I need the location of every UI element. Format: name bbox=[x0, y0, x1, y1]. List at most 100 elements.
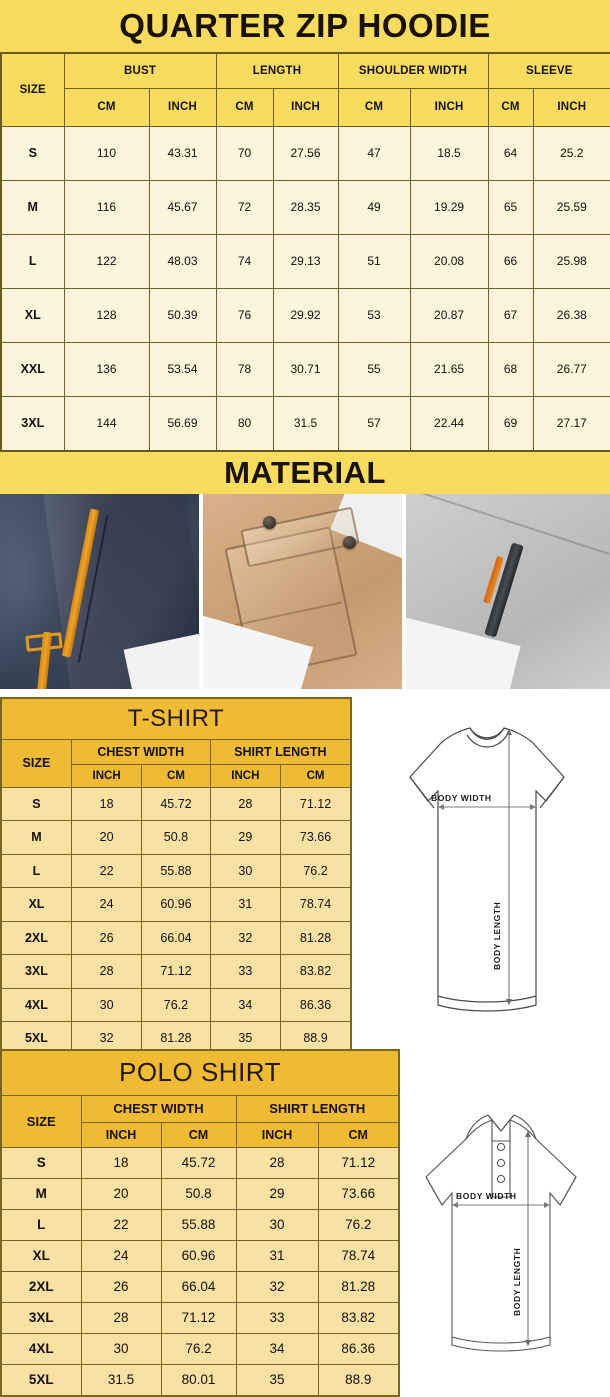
tshirt-length-cm: 71.12 bbox=[280, 786, 352, 821]
hoodie-length-inch: 29.13 bbox=[272, 233, 339, 289]
polo-chest-cm: 60.96 bbox=[160, 1239, 237, 1272]
hoodie-bust-cm: 144 bbox=[63, 395, 150, 451]
hoodie-group-shoulder-width: SHOULDER WIDTH bbox=[337, 52, 489, 89]
hoodie-length-inch: 29.92 bbox=[272, 287, 339, 343]
tshirt-chest-inch: 18 bbox=[70, 786, 143, 821]
hoodie-shoulder-cm: 49 bbox=[337, 179, 411, 235]
hoodie-shoulder-cm: 51 bbox=[337, 233, 411, 289]
polo-size-table: POLO SHIRT SIZE CHEST WIDTH SHIRT LENGTH… bbox=[0, 1048, 400, 1397]
polo-length-inch: 35 bbox=[235, 1363, 319, 1396]
polo-title: POLO SHIRT bbox=[0, 1049, 400, 1096]
hoodie-bust-inch: 43.31 bbox=[148, 125, 217, 181]
hoodie-bust-inch: 48.03 bbox=[148, 233, 217, 289]
hoodie-sleeve-cm: 66 bbox=[487, 233, 534, 289]
tshirt-chest-inch: 22 bbox=[70, 853, 143, 888]
tshirt-chest-inch: 20 bbox=[70, 820, 143, 855]
tshirt-length-inch: 31 bbox=[209, 887, 282, 922]
table-row: 2XL 26 66.04 32 81.28 bbox=[0, 1270, 400, 1303]
polo-length-inch: 31 bbox=[235, 1239, 319, 1272]
section-spacer bbox=[0, 688, 610, 697]
hoodie-length-inch: 30.71 bbox=[272, 341, 339, 397]
hoodie-sleeve-inch: 25.59 bbox=[532, 179, 610, 235]
grey-background-corner bbox=[406, 614, 521, 689]
hoodie-sleeve-cm: 69 bbox=[487, 395, 534, 451]
tshirt-chest-cm: 66.04 bbox=[141, 920, 211, 955]
polo-length-inch: 28 bbox=[235, 1146, 319, 1179]
tshirt-chest-inch: 24 bbox=[70, 887, 143, 922]
table-row: L 122 48.03 74 29.13 51 20.08 66 25.98 bbox=[0, 233, 610, 289]
hoodie-row-size: M bbox=[0, 179, 65, 235]
polo-chest-inch: 22 bbox=[80, 1208, 162, 1241]
grey-sweatshirt-pen-pocket-photo bbox=[406, 493, 610, 689]
polo-length-cm: 88.9 bbox=[317, 1363, 400, 1396]
hoodie-group-header-row: SIZE BUST LENGTH SHOULDER WIDTH SLEEVE bbox=[0, 52, 610, 127]
tshirt-row-size: 3XL bbox=[0, 954, 72, 989]
polo-length-cm: 83.82 bbox=[317, 1301, 400, 1334]
tshirt-row-size: XL bbox=[0, 887, 72, 922]
tshirt-unit-chest-cm: CM bbox=[141, 763, 211, 788]
polo-length-cm: 73.66 bbox=[317, 1177, 400, 1210]
hoodie-unit-header-row: CM INCH CM INCH CM INCH CM INCH bbox=[1, 87, 610, 127]
polo-title-row: POLO SHIRT bbox=[0, 1049, 400, 1096]
table-row: M 116 45.67 72 28.35 49 19.29 65 25.59 bbox=[0, 179, 610, 235]
hoodie-sleeve-inch: 26.38 bbox=[532, 287, 610, 343]
hoodie-row-size: XXL bbox=[0, 341, 65, 397]
tshirt-chest-cm: 60.96 bbox=[141, 887, 211, 922]
hoodie-bust-cm: 122 bbox=[63, 233, 150, 289]
tshirt-length-cm: 81.28 bbox=[280, 920, 352, 955]
hoodie-shoulder-inch: 20.87 bbox=[409, 287, 489, 343]
polo-chest-cm: 76.2 bbox=[160, 1332, 237, 1365]
polo-chest-inch: 31.5 bbox=[80, 1363, 162, 1396]
tshirt-chest-cm: 55.88 bbox=[141, 853, 211, 888]
hoodie-group-length: LENGTH bbox=[215, 52, 339, 89]
hoodie-group-bust: BUST bbox=[63, 52, 217, 89]
table-row: S 18 45.72 28 71.12 bbox=[0, 1146, 400, 1179]
hoodie-length-cm: 78 bbox=[215, 341, 274, 397]
table-row: L 22 55.88 30 76.2 bbox=[0, 853, 352, 888]
tshirt-group-chest-width: CHEST WIDTH bbox=[70, 738, 211, 765]
hoodie-unit-length-inch: INCH bbox=[272, 87, 339, 127]
tshirt-chest-inch: 30 bbox=[70, 987, 143, 1022]
polo-chest-inch: 18 bbox=[80, 1146, 162, 1179]
hoodie-length-cm: 70 bbox=[215, 125, 274, 181]
hoodie-unit-bust-cm: CM bbox=[63, 87, 150, 127]
tshirt-length-cm: 86.36 bbox=[280, 987, 352, 1022]
hoodie-unit-sleeve-cm: CM bbox=[487, 87, 534, 127]
table-row: 4XL 30 76.2 34 86.36 bbox=[0, 987, 352, 1022]
polo-chest-inch: 26 bbox=[80, 1270, 162, 1303]
tshirt-row-size: 4XL bbox=[0, 987, 72, 1022]
polo-chest-inch: 28 bbox=[80, 1301, 162, 1334]
polo-unit-chest-cm: CM bbox=[160, 1121, 237, 1148]
polo-chest-inch: 24 bbox=[80, 1239, 162, 1272]
tshirt-chest-inch: 26 bbox=[70, 920, 143, 955]
tshirt-section: T-SHIRT SIZE CHEST WIDTH SHIRT LENGTH IN… bbox=[0, 696, 610, 1057]
snap-button-icon bbox=[263, 515, 276, 529]
polo-length-inch: 29 bbox=[235, 1177, 319, 1210]
tshirt-unit-chest-inch: INCH bbox=[70, 763, 143, 788]
hoodie-unit-shoulder-cm: CM bbox=[337, 87, 411, 127]
polo-chest-cm: 50.8 bbox=[160, 1177, 237, 1210]
hoodie-shoulder-inch: 20.08 bbox=[409, 233, 489, 289]
tshirt-length-inch: 29 bbox=[209, 820, 282, 855]
hoodie-length-cm: 72 bbox=[215, 179, 274, 235]
material-photo-row bbox=[0, 493, 610, 689]
polo-unit-chest-inch: INCH bbox=[80, 1121, 162, 1148]
hoodie-section: QUARTER ZIP HOODIE SIZE BUST LENGTH SHOU… bbox=[0, 0, 610, 452]
hoodie-shoulder-inch: 18.5 bbox=[409, 125, 489, 181]
tshirt-chest-cm: 45.72 bbox=[141, 786, 211, 821]
table-row: XL 128 50.39 76 29.92 53 20.87 67 26.38 bbox=[0, 287, 610, 343]
tshirt-row-size: 2XL bbox=[0, 920, 72, 955]
polo-chest-cm: 55.88 bbox=[160, 1208, 237, 1241]
polo-row-size: L bbox=[0, 1208, 82, 1241]
hoodie-sleeve-inch: 25.2 bbox=[532, 125, 610, 181]
hoodie-shoulder-cm: 55 bbox=[337, 341, 411, 397]
tshirt-chest-cm: 76.2 bbox=[141, 987, 211, 1022]
tshirt-length-cm: 78.74 bbox=[280, 887, 352, 922]
polo-length-inch: 32 bbox=[235, 1270, 319, 1303]
tshirt-length-inch: 34 bbox=[209, 987, 282, 1022]
polo-col-size: SIZE bbox=[0, 1094, 82, 1148]
snap-button-icon bbox=[343, 535, 356, 549]
tshirt-title: T-SHIRT bbox=[0, 697, 352, 740]
hoodie-length-cm: 74 bbox=[215, 233, 274, 289]
